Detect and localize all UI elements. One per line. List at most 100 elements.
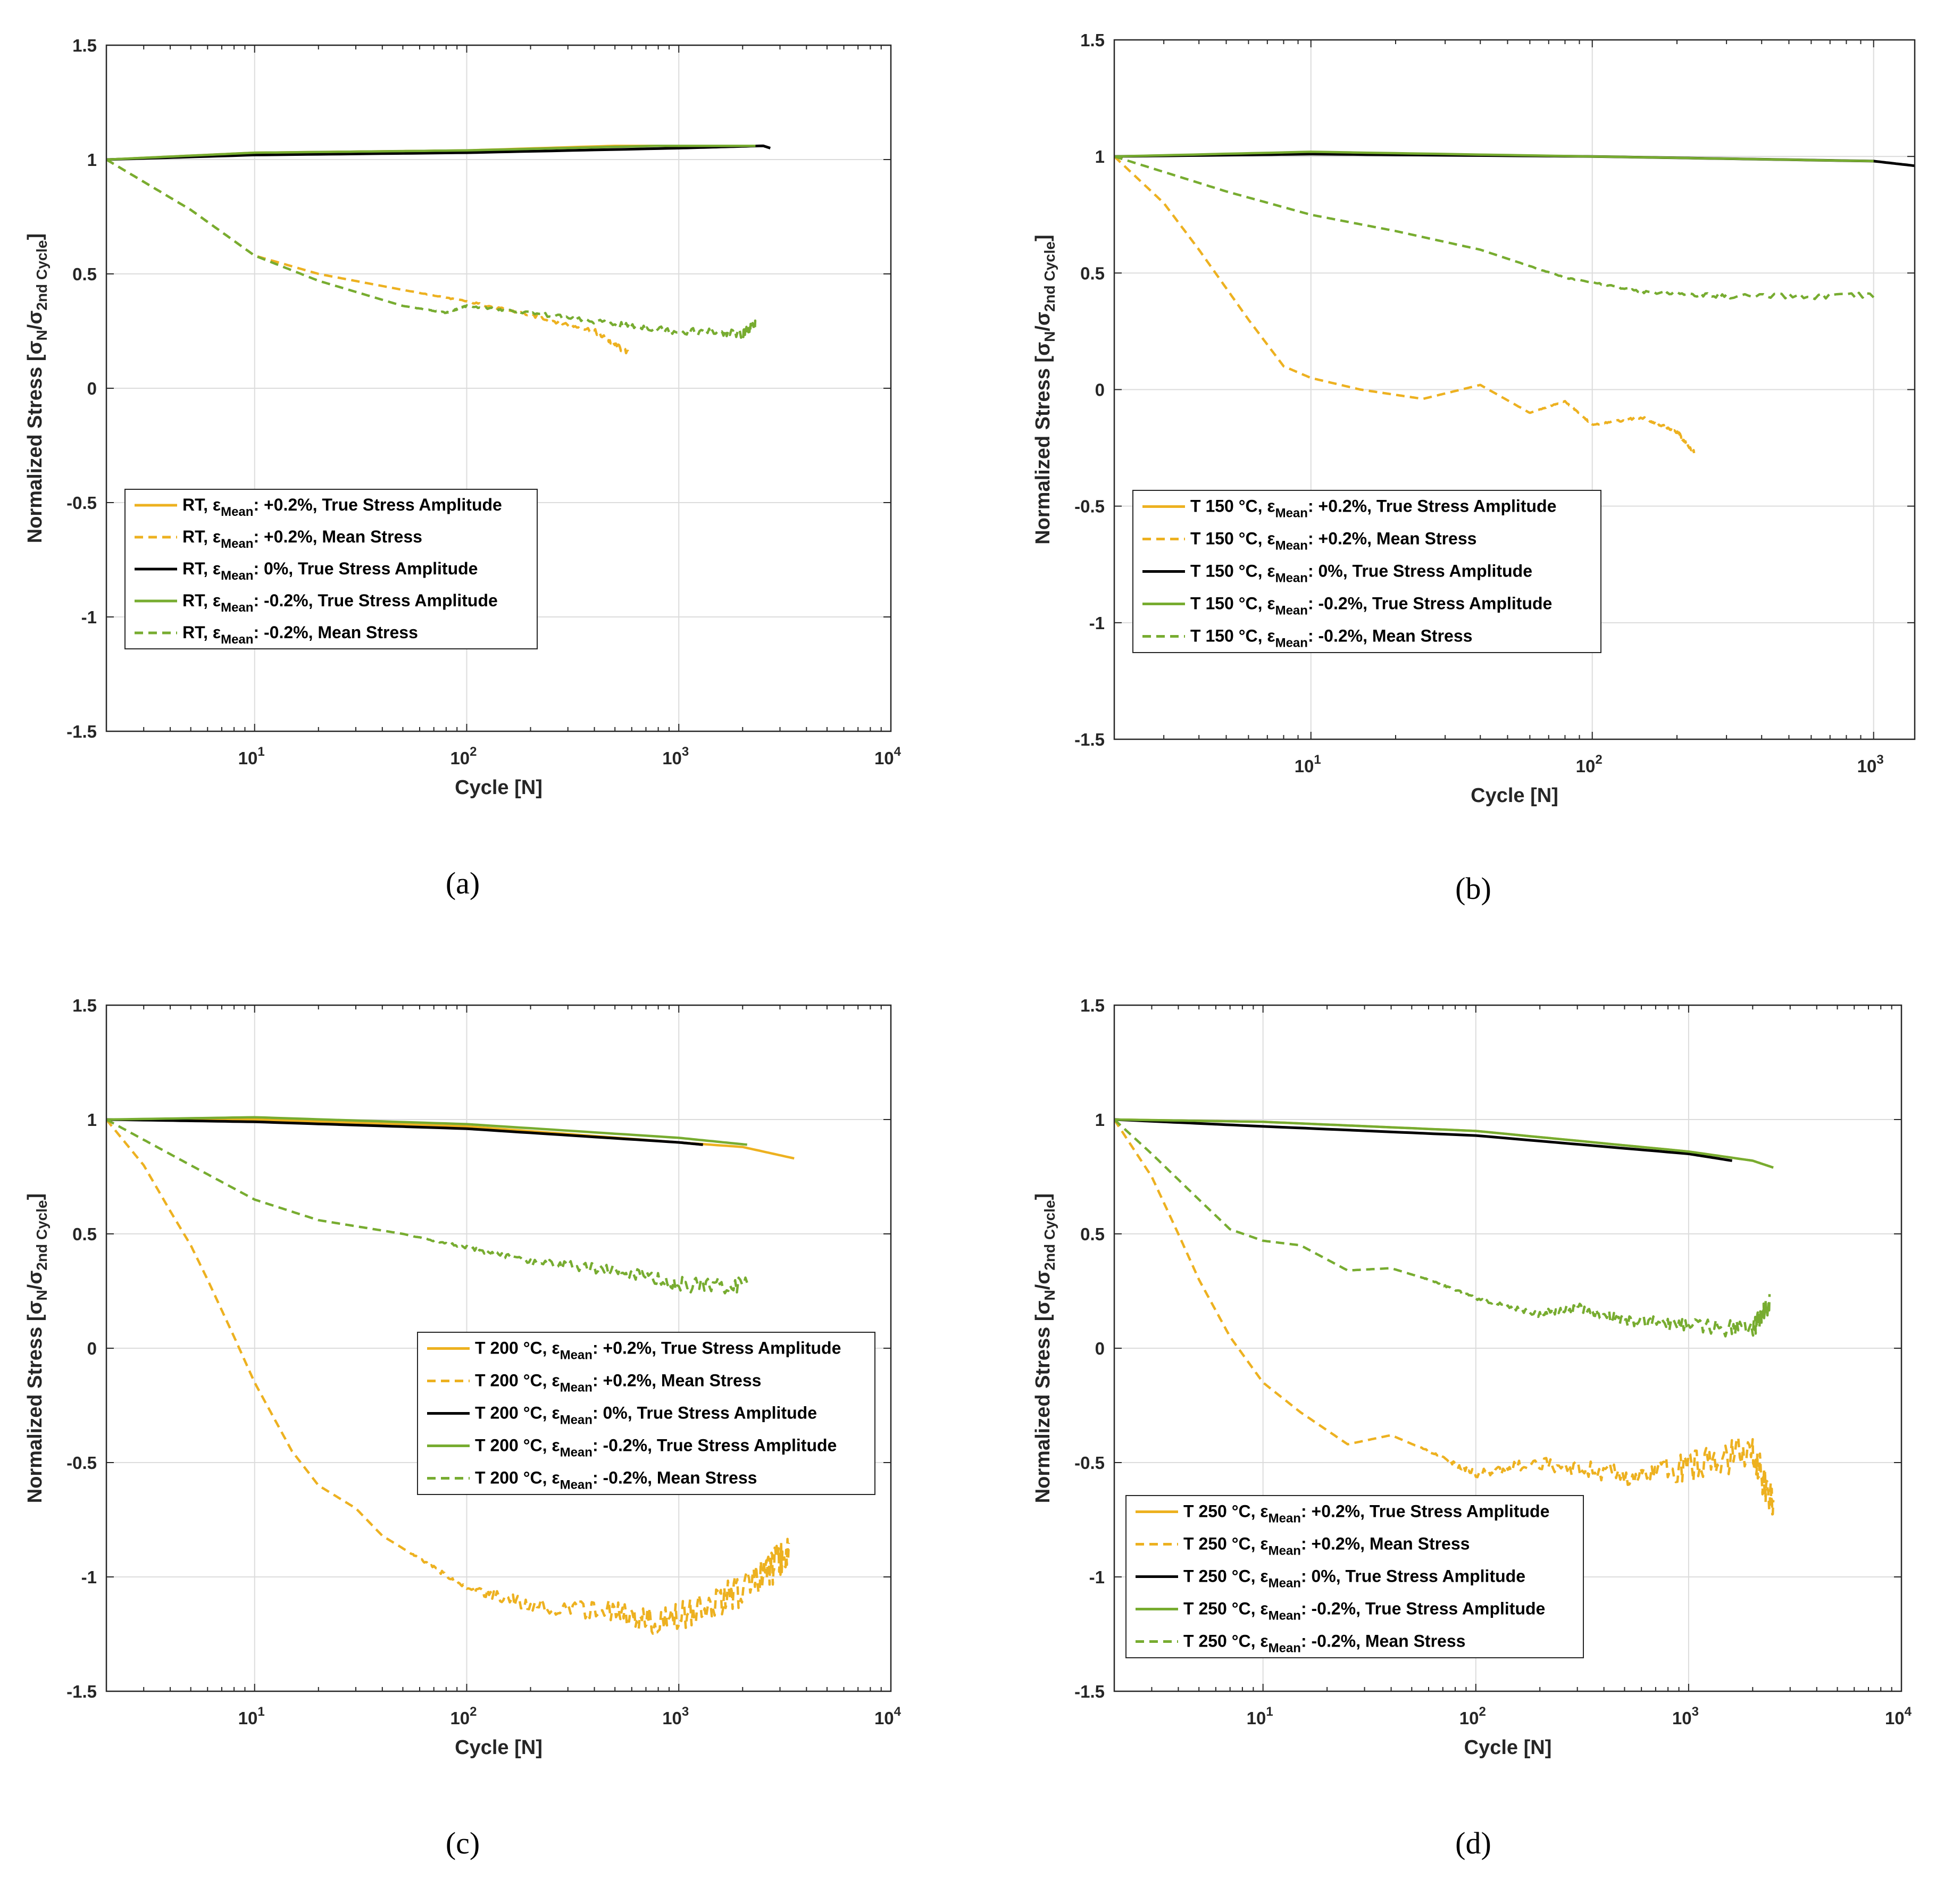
x-tick-label: 102 (450, 1705, 477, 1728)
x-tick-label: 104 (1885, 1705, 1912, 1728)
legend-box (124, 489, 538, 649)
y-tick-label: -0.5 (1074, 1453, 1105, 1473)
x-tick-label: 102 (450, 745, 477, 768)
panel-label: (a) (446, 866, 480, 900)
panel-label: (c) (446, 1826, 480, 1860)
series-line-3 (1114, 1118, 1732, 1162)
panel-label: (d) (1455, 1826, 1491, 1860)
legend-label-2: T 250 °C, εMean: +0.2%, Mean Stress (1183, 1534, 1470, 1558)
legend: T 250 °C, εMean: +0.2%, True Stress Ampl… (1125, 1495, 1584, 1658)
x-tick-label: 102 (1459, 1705, 1486, 1728)
plot-frame (1113, 39, 1916, 740)
x-tick-label: 104 (874, 745, 902, 768)
x-tick-label: 103 (662, 1705, 689, 1728)
plot-frame (105, 44, 892, 732)
chart-panel-2: 1.5 1 0.5 0 -0.5 -1 -1.5 101 102 103 Cycle [N] Norm… (1032, 30, 1916, 906)
y-tick-label: 0.5 (1080, 263, 1105, 283)
x-tick-label: 101 (238, 745, 265, 768)
x-tick-label: 101 (1295, 753, 1321, 776)
y-axis-label: Normalized Stress [σN/σ2nd Cycle] (24, 1193, 50, 1504)
series-line-3 (106, 144, 772, 161)
y-tick-label: 1.5 (1080, 30, 1105, 50)
legend-label-5: RT, εMean: -0.2%, Mean Stress (182, 623, 418, 647)
y-axis-label: Normalized Stress [σN/σ2nd Cycle] (1032, 1193, 1058, 1504)
y-tick-label: -1 (81, 1567, 97, 1587)
y-axis-label: Normalized Stress [σN/σ2nd Cycle] (1032, 235, 1058, 545)
legend-label-3: T 150 °C, εMean: 0%, True Stress Amplitu… (1190, 562, 1532, 586)
series-line-5 (106, 158, 757, 339)
plot-frame (105, 1004, 892, 1692)
y-tick-label: 0.5 (72, 1224, 97, 1244)
x-tick-label: 101 (1247, 1705, 1273, 1728)
y-tick-label: -1.5 (66, 722, 97, 741)
y-tick-label: 1.5 (1080, 996, 1105, 1015)
legend-label-5: T 150 °C, εMean: -0.2%, Mean Stress (1190, 627, 1472, 650)
y-tick-label: 0.5 (72, 264, 97, 284)
series-line-2 (1114, 1118, 1775, 1516)
legend: RT, εMean: +0.2%, True Stress Amplitude R… (124, 489, 538, 649)
x-tick-label: 103 (1672, 1705, 1699, 1728)
series-line-5 (1114, 1118, 1771, 1338)
y-tick-label: -1.5 (1074, 1682, 1105, 1701)
legend: T 200 °C, εMean: +0.2%, True Stress Ampl… (417, 1332, 875, 1495)
legend-label-4: T 200 °C, εMean: -0.2%, True Stress Ampl… (475, 1436, 837, 1460)
y-tick-label: 0 (1095, 1339, 1105, 1358)
x-axis-label: Cycle [N] (455, 1736, 543, 1759)
series-line-4 (106, 1116, 747, 1146)
legend-box (417, 1332, 875, 1495)
legend: T 150 °C, εMean: +0.2%, True Stress Ampl… (1132, 490, 1601, 653)
series-line-4 (106, 144, 756, 161)
y-tick-label: 1.5 (72, 996, 97, 1015)
legend-label-2: T 150 °C, εMean: +0.2%, Mean Stress (1190, 529, 1476, 553)
x-tick-label: 101 (238, 1705, 265, 1728)
legend-label-2: RT, εMean: +0.2%, Mean Stress (182, 527, 422, 551)
y-tick-label: -1 (81, 607, 97, 627)
y-tick-label: 0 (87, 379, 97, 398)
legend-label-1: RT, εMean: +0.2%, True Stress Amplitude (182, 495, 502, 519)
legend-label-4: T 150 °C, εMean: -0.2%, True Stress Ampl… (1190, 594, 1552, 618)
y-tick-label: -1.5 (66, 1682, 97, 1701)
series-line-5 (1114, 155, 1875, 300)
y-tick-label: -1 (1089, 613, 1105, 633)
x-axis-label: Cycle [N] (1464, 1736, 1552, 1759)
series-line-4 (1114, 1118, 1774, 1169)
legend-label-1: T 250 °C, εMean: +0.2%, True Stress Ampl… (1183, 1502, 1549, 1526)
plot-frame (1113, 1004, 1902, 1692)
legend-label-5: T 250 °C, εMean: -0.2%, Mean Stress (1183, 1632, 1465, 1656)
series-line-3 (106, 1118, 703, 1146)
y-tick-label: -0.5 (66, 1453, 97, 1473)
y-axis-label: Normalized Stress [σN/σ2nd Cycle] (24, 233, 50, 544)
legend-label-2: T 200 °C, εMean: +0.2%, Mean Stress (475, 1371, 761, 1395)
series-line-5 (106, 1118, 748, 1295)
legend-label-4: RT, εMean: -0.2%, True Stress Amplitude (182, 591, 498, 615)
legend-label-5: T 200 °C, εMean: -0.2%, Mean Stress (475, 1468, 757, 1492)
y-tick-label: -0.5 (66, 493, 97, 513)
series-group (106, 1116, 795, 1635)
series-line-4 (1114, 151, 1874, 163)
legend-label-4: T 250 °C, εMean: -0.2%, True Stress Ampl… (1183, 1599, 1545, 1623)
y-tick-label: 1 (87, 150, 97, 170)
y-tick-label: 1 (1095, 147, 1105, 166)
legend-label-3: T 200 °C, εMean: 0%, True Stress Amplitu… (475, 1404, 817, 1427)
series-group (1114, 1118, 1775, 1516)
x-tick-label: 103 (662, 745, 689, 768)
legend-label-3: RT, εMean: 0%, True Stress Amplitude (182, 559, 478, 583)
y-tick-label: -1 (1089, 1567, 1105, 1587)
legend-label-1: T 150 °C, εMean: +0.2%, True Stress Ampl… (1190, 497, 1556, 521)
x-tick-label: 103 (1857, 753, 1884, 776)
legend-label-3: T 250 °C, εMean: 0%, True Stress Amplitu… (1183, 1567, 1525, 1591)
y-tick-label: 0 (1095, 380, 1105, 400)
legend-box (1132, 490, 1601, 653)
x-tick-label: 104 (874, 1705, 902, 1728)
series-group (1114, 151, 1915, 454)
panel-label: (b) (1455, 871, 1491, 906)
series-line-2 (106, 1118, 790, 1635)
legend-box (1125, 1495, 1584, 1658)
chart-panel-3: 1.5 1 0.5 0 -0.5 -1 -1.5 101 102 103 104 Cycle [N] N… (24, 996, 902, 1860)
y-tick-label: -0.5 (1074, 497, 1105, 516)
series-line-2 (1114, 155, 1696, 454)
legend-label-1: T 200 °C, εMean: +0.2%, True Stress Ampl… (475, 1339, 841, 1363)
y-tick-label: 0.5 (1080, 1224, 1105, 1244)
y-tick-label: 1 (1095, 1110, 1105, 1130)
